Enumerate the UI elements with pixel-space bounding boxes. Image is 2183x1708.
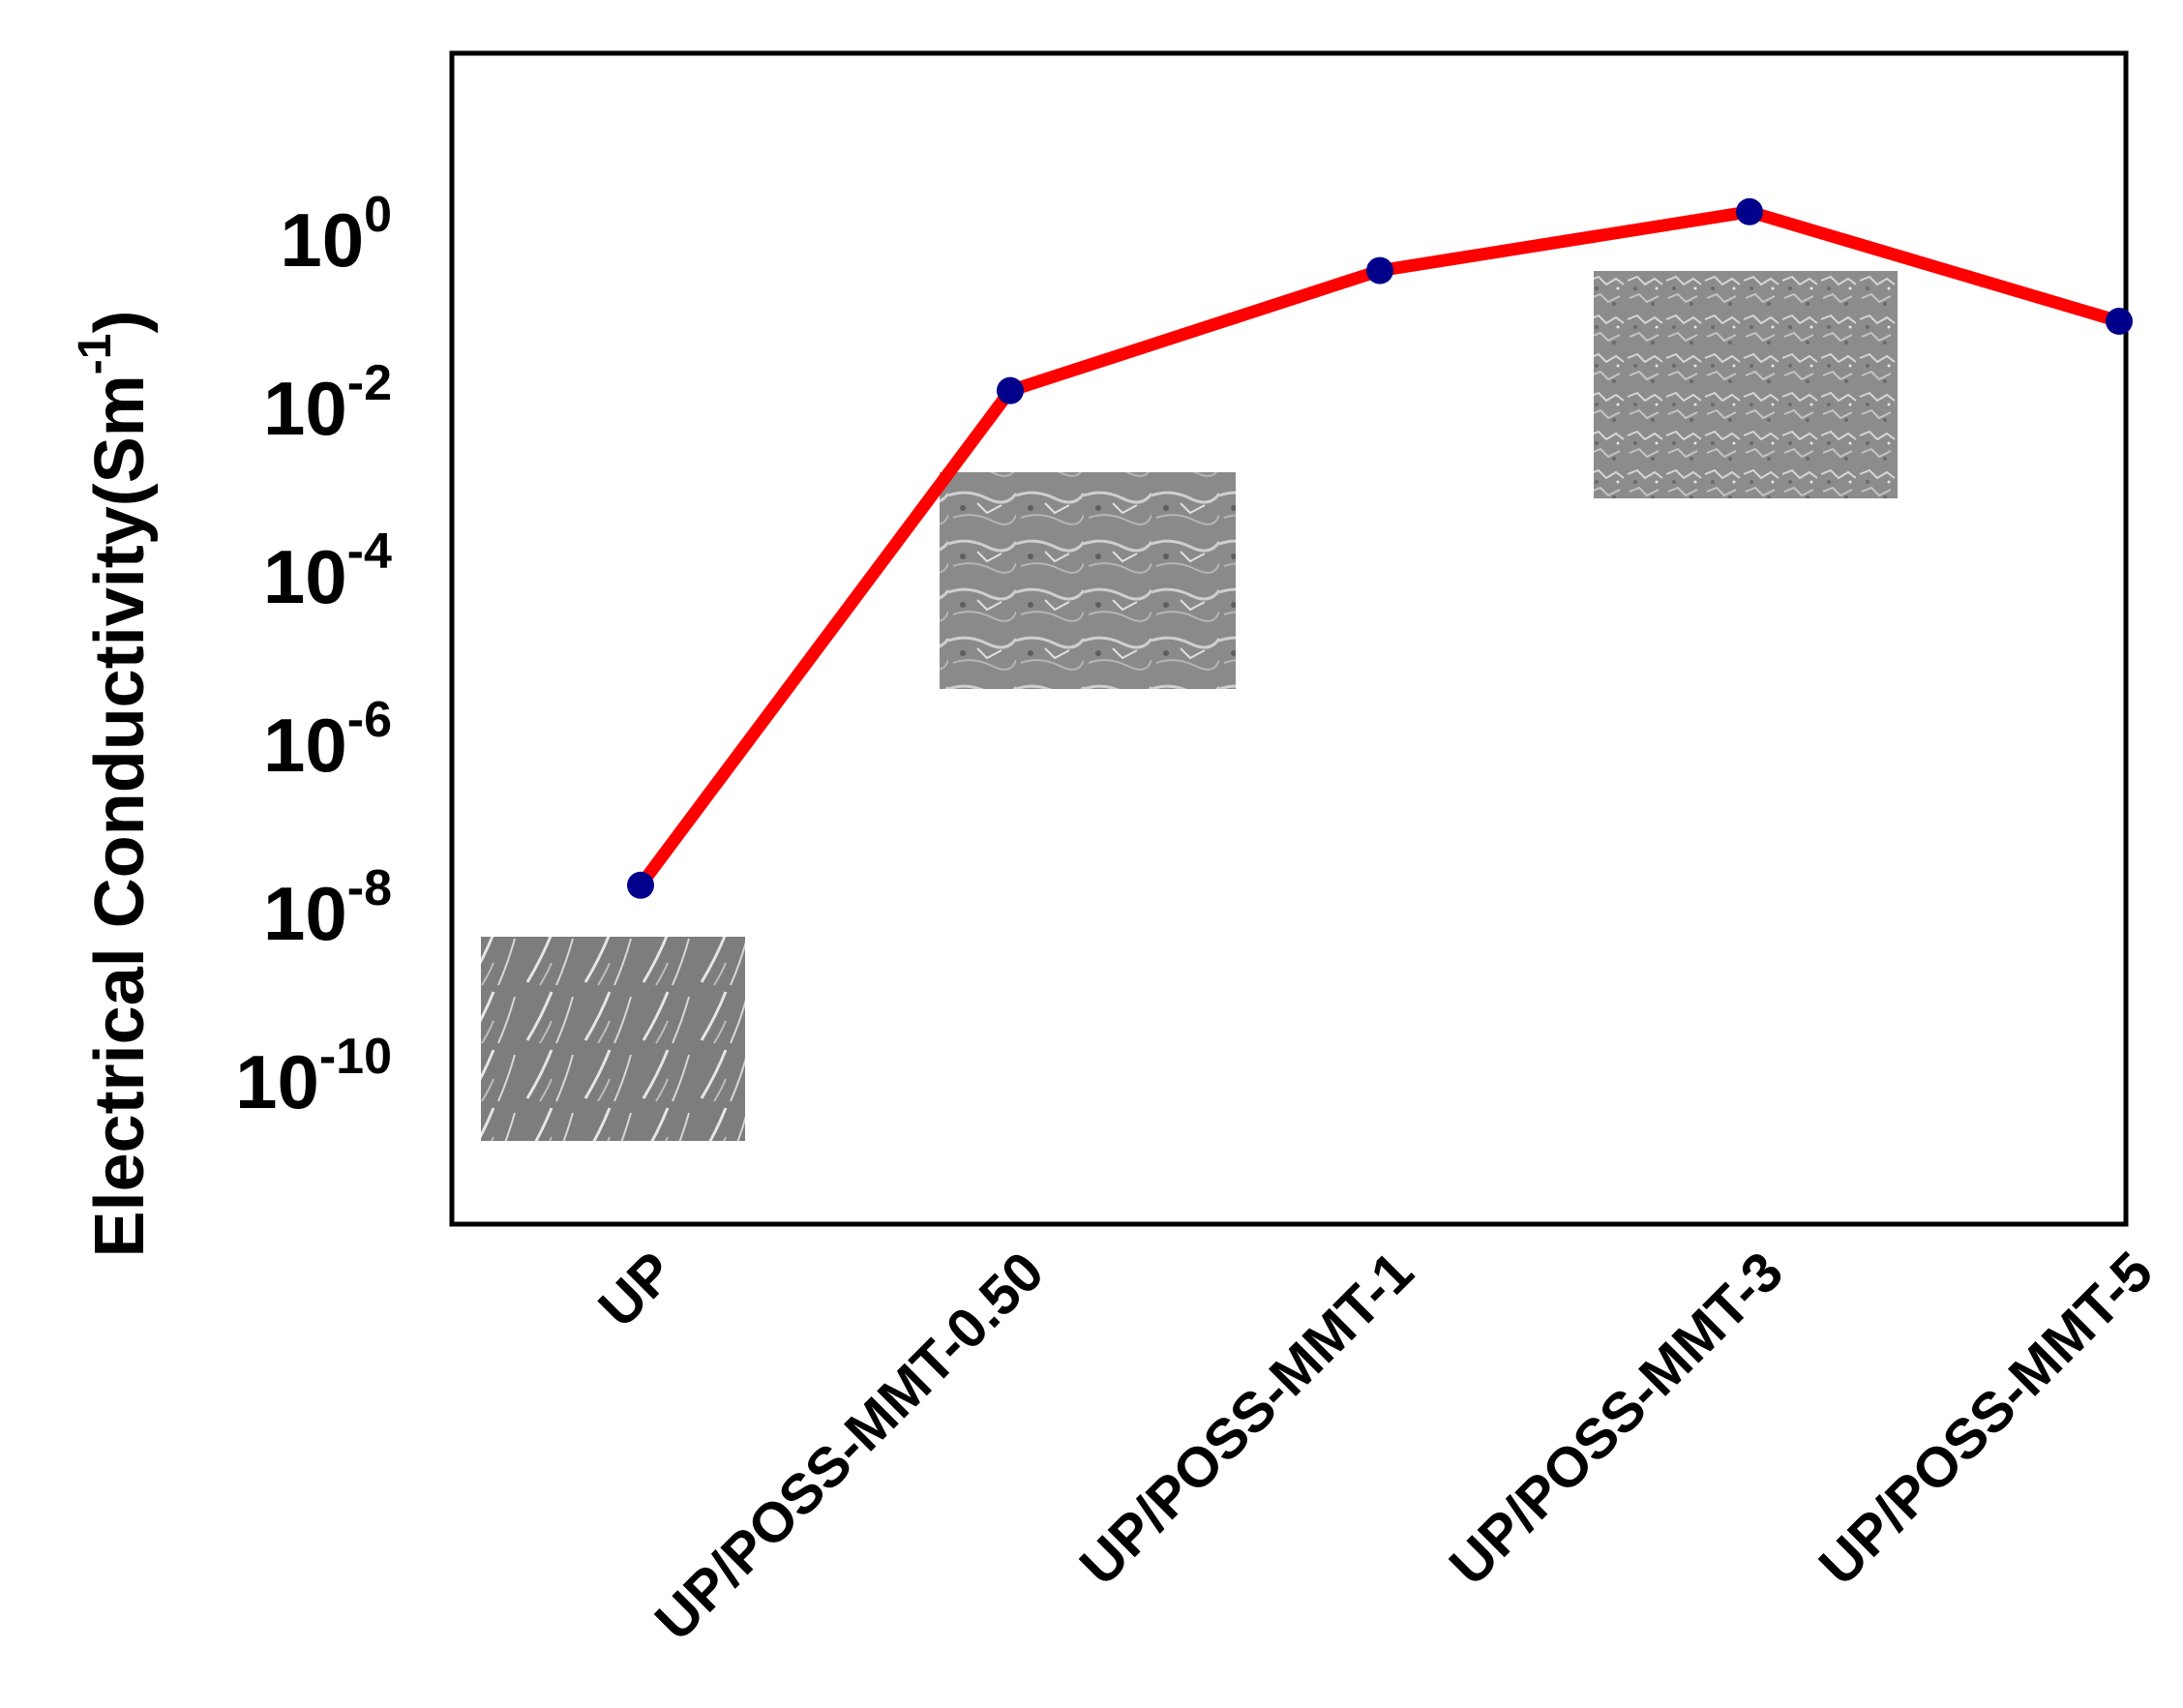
y-tick-label: 10-2	[263, 355, 392, 451]
x-category-label: UP/POSS-MMT-0.50	[643, 1240, 1057, 1653]
y-tick-label: 10-4	[263, 524, 392, 619]
y-tick-labels: 100 10-2 10-4 10-6 10-8 10-10	[235, 187, 392, 1124]
sem-inset-image	[940, 472, 1236, 689]
y-tick-label: 10-6	[263, 692, 392, 788]
series-layer	[627, 197, 2133, 899]
data-point	[2106, 308, 2133, 335]
x-category-label: UP/POSS-MMT-3	[1438, 1240, 1796, 1598]
sem-inset-image	[1594, 271, 1898, 498]
sem-inset-image	[481, 937, 745, 1141]
y-axis-title: Electrical Conductivity(Sm-1)	[70, 311, 159, 1258]
x-category-label: UP	[586, 1240, 686, 1339]
sem-insets	[481, 271, 1898, 1141]
data-point	[627, 871, 654, 899]
data-point	[1366, 256, 1393, 285]
y-tick-label: 10-10	[235, 1029, 392, 1124]
y-tick-label: 10-8	[263, 860, 392, 956]
x-category-label: UP/POSS-MMT-1	[1068, 1240, 1426, 1598]
data-point	[997, 376, 1024, 405]
y-tick-label: 100	[280, 187, 392, 283]
x-category-label: UP/POSS-MMT-5	[1808, 1240, 2166, 1598]
data-point	[1736, 197, 1763, 225]
